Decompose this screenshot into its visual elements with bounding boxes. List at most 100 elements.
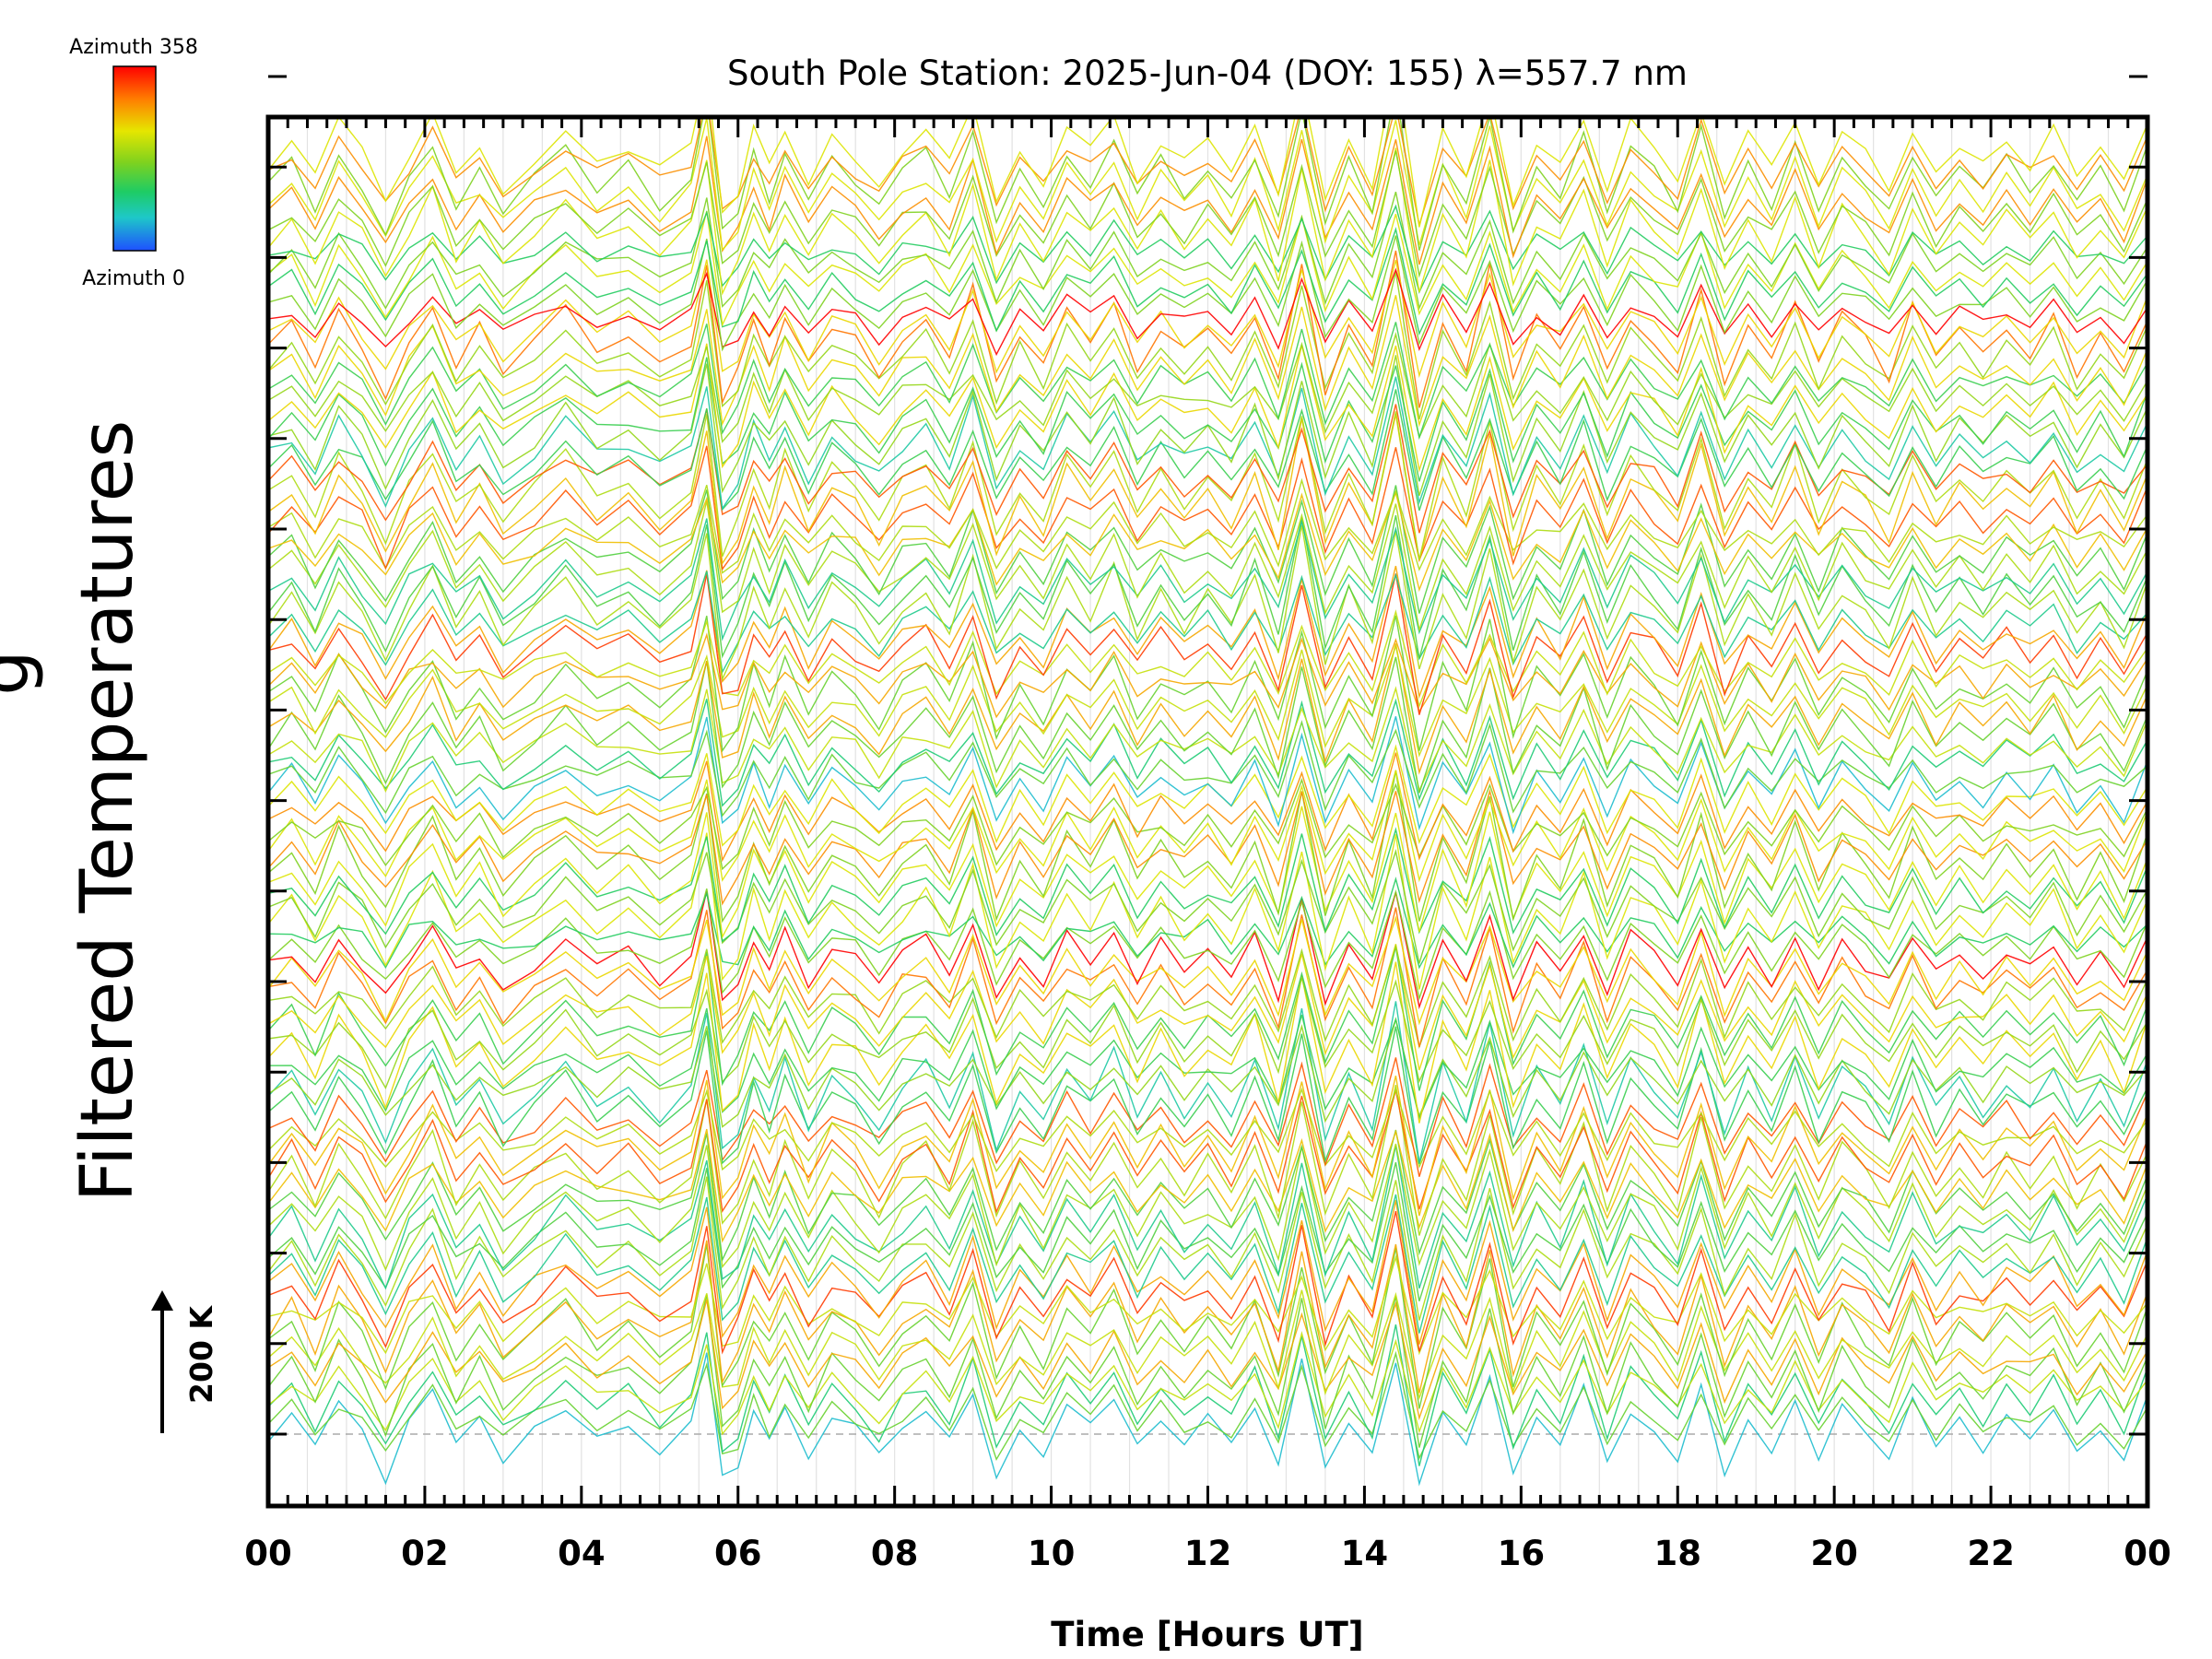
series-line [268,210,2147,327]
scale-bar-label: 200 K [183,1305,219,1404]
series-line [268,271,2147,420]
series-line [268,1289,2147,1401]
series-line [268,643,2147,775]
series-line [268,609,2147,709]
series-line [268,477,2147,574]
series-line [268,573,2147,715]
series-line [268,1176,2147,1321]
x-tick-label: 16 [1498,1534,1546,1573]
series-line [268,117,2147,228]
series-line [268,357,2147,482]
series-line [268,877,2147,970]
series-line [268,1194,2147,1334]
series-line [268,445,2147,571]
x-tick-label: 12 [1184,1534,1232,1573]
series-line [268,752,2147,863]
series-line [268,1026,2147,1165]
y-axis-label-partial: g [0,650,45,696]
series-line [268,1299,2147,1421]
series-line [268,1324,2147,1466]
series-line [268,524,2147,682]
x-tick-label: 22 [1967,1534,2015,1573]
series-line [268,1161,2147,1301]
series-line [268,977,2147,1089]
colorbar-top-label: Azimuth 358 [69,36,198,59]
series-line [268,1240,2147,1394]
series-line [268,1001,2147,1163]
series-line [268,1076,2147,1217]
series-line [268,1057,2147,1177]
series-line [268,632,2147,719]
series-line [268,770,2147,924]
x-tick-label: 14 [1341,1534,1389,1573]
series-line [268,489,2147,593]
series-line [268,250,2147,408]
series-line [268,227,2147,336]
series-line [268,135,2147,265]
series-line [268,615,2147,753]
series-line [268,267,2147,357]
series-line [268,295,2147,428]
series-line [268,788,2147,906]
series-line [268,832,2147,990]
series-line [268,147,2147,296]
series-line [268,376,2147,511]
series-line [268,961,2147,1124]
series-line [268,259,2147,379]
series-line [268,117,2147,251]
series-line [268,1145,2147,1290]
series-line [268,848,2147,964]
x-tick-label: 18 [1654,1534,1702,1573]
series-line [268,1007,2147,1121]
chart-title: South Pole Station: 2025-Jun-04 (DOY: 15… [727,53,1688,93]
series-line [268,1087,2147,1173]
x-tick-label: 00 [244,1534,292,1573]
x-axis-label: Time [Hours UT] [1051,1615,1363,1654]
series-line [268,117,2147,226]
series-line [268,643,2147,758]
series-line [268,204,2147,294]
series-line [268,1254,2147,1356]
series-line [268,343,2147,473]
y-axis-ticks [268,75,2147,1436]
x-tick-label: 00 [2124,1534,2171,1573]
series-line [268,1352,2147,1487]
series-line [268,698,2147,807]
series-line [268,1330,2147,1436]
series-line [268,150,2147,278]
series-line [268,500,2147,633]
series-line [268,235,2147,352]
x-tick-label: 20 [1810,1534,1858,1573]
series-line [268,571,2147,675]
series-line [268,686,2147,793]
series-line [268,389,2147,512]
x-tick-label: 02 [401,1534,449,1573]
series-line [268,720,2147,818]
series-line [268,915,2147,1026]
series-line [268,770,2147,883]
x-axis-ticks [266,117,2149,1506]
series-line [268,888,2147,1001]
series-line [268,1089,2147,1215]
series-line [268,117,2147,252]
series-line [268,518,2147,641]
trace-series [268,117,2147,1487]
y-axis-label: Filtered Temperatures [66,420,149,1202]
series-line [268,656,2147,794]
series-line [268,565,2147,700]
series-line [268,322,2147,441]
x-axis-tick-labels: 00 02 04 06 08 10 12 14 16 18 20 22 00 [244,1534,2171,1573]
series-line [268,778,2147,871]
series-line [268,404,2147,534]
series-line [268,414,2147,566]
series-line [268,827,2147,943]
series-line [268,1210,2147,1355]
series-line [268,1129,2147,1263]
colorbar [112,65,157,252]
colorbar-bottom-label: Azimuth 0 [82,267,185,290]
x-tick-label: 06 [714,1534,762,1573]
series-line [268,1017,2147,1128]
x-tick-label: 08 [871,1534,919,1573]
series-line [268,806,2147,939]
